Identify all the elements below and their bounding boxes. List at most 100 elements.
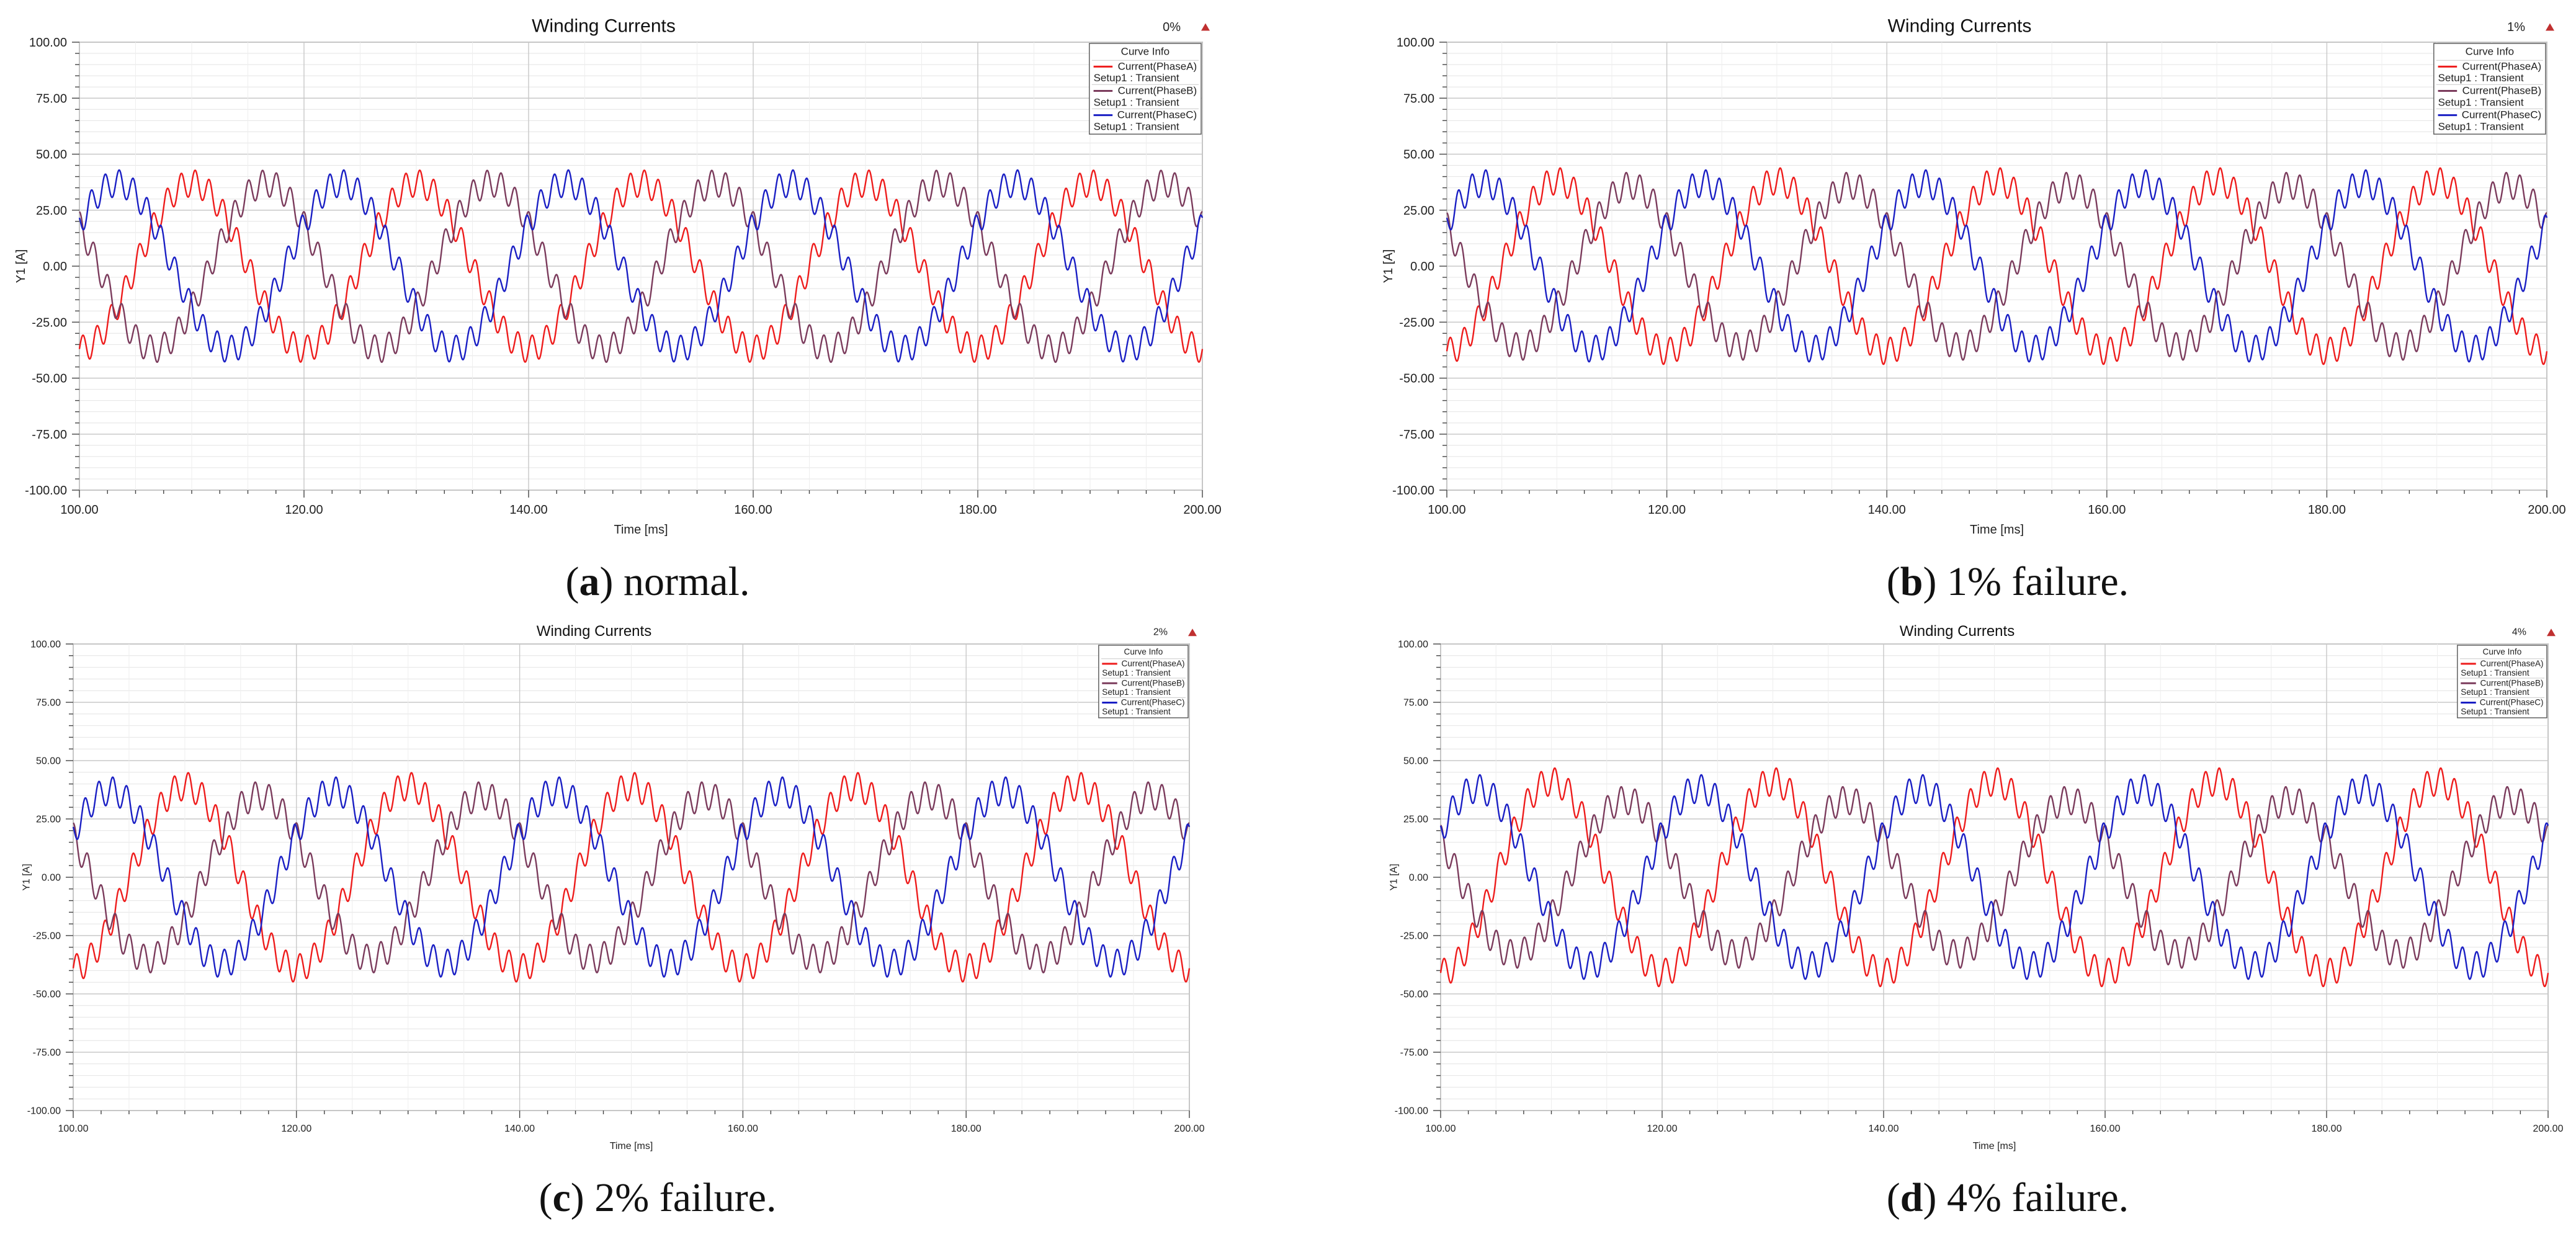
legend-series-name: Current(PhaseB)	[1122, 678, 1185, 687]
legend-series-name: Current(PhaseA)	[2462, 61, 2542, 73]
y-tick-label: -100.00	[25, 484, 67, 498]
y-tick-label: 100.00	[1397, 36, 1434, 50]
caption-b-text: ) 1% failure.	[1923, 559, 2129, 604]
y-tick-label: 75.00	[36, 92, 67, 105]
x-tick-label: 100.00	[58, 1124, 89, 1134]
legend-series-name: Current(PhaseC)	[2462, 109, 2542, 121]
legend-title: Curve Info	[2483, 647, 2522, 656]
y-tick-label: -25.00	[33, 931, 61, 942]
x-tick-label: 160.00	[2090, 1124, 2121, 1134]
legend-series-name: Current(PhaseC)	[2480, 698, 2544, 707]
legend: Curve Info Current(PhaseA)Setup1 : Transi…	[2457, 645, 2547, 718]
series-line-2	[73, 781, 1190, 973]
y-axis-label: Y1 [A]	[1389, 864, 1400, 891]
legend-series-name: Current(PhaseA)	[1122, 659, 1185, 668]
y-tick-label: 75.00	[1403, 698, 1428, 709]
x-tick-label: 200.00	[2528, 503, 2565, 517]
legend-series-setup: Setup1 : Transient	[1102, 687, 1171, 697]
y-tick-label: 0.00	[1409, 873, 1428, 883]
x-tick-label: 120.00	[285, 503, 323, 517]
y-tick-label: 50.00	[1403, 148, 1434, 162]
chart-b-svg: 100.00 75.00 50.00 25.00 0.00 -25.00 -50.00 -75…	[1382, 16, 2566, 537]
x-tick-label: 120.00	[281, 1124, 311, 1134]
y-axis-label: Y1 [A]	[1382, 249, 1395, 283]
y-tick-label: -50.00	[33, 990, 61, 1000]
chart-title: Winding Currents	[1900, 623, 2015, 640]
chart-panel-c: 100.00 75.00 50.00 25.00 0.00 -25.00 -50.00 -75…	[0, 617, 1288, 1157]
x-tick-label: 160.00	[728, 1124, 758, 1134]
legend-series-setup: Setup1 : Transient	[1094, 96, 1179, 108]
legend-series-setup: Setup1 : Transient	[2438, 72, 2524, 84]
corner-percent-label: 1%	[2507, 20, 2525, 34]
y-tick-label: -50.00	[1400, 990, 1428, 1000]
chart-panel-a: 100.00 75.00 50.00 25.00 0.00 -25.00 -50.00 -75…	[0, 0, 1288, 540]
x-tick-label: 140.00	[1868, 503, 1906, 517]
y-tick-label: 75.00	[36, 698, 61, 709]
x-tick-label: 100.00	[60, 503, 98, 517]
legend-series-name: Current(PhaseB)	[2480, 678, 2544, 687]
caption-a-letter: a	[579, 559, 600, 604]
y-tick-label: -25.00	[1399, 316, 1434, 329]
series-line-2	[1446, 172, 2547, 361]
x-tick-label: 120.00	[1647, 1124, 1678, 1134]
x-tick-label: 180.00	[959, 503, 996, 517]
series-line-1	[1446, 167, 2548, 365]
caption-d: (d) 4% failure.	[1822, 1174, 2194, 1222]
series-line-2	[79, 169, 1203, 363]
y-tick-label: 50.00	[36, 756, 61, 767]
legend-series-setup: Setup1 : Transient	[2438, 96, 2524, 108]
y-tick-label: -25.00	[32, 316, 67, 329]
legend-series-setup: Setup1 : Transient	[2438, 120, 2524, 132]
chart-a-svg: 100.00 75.00 50.00 25.00 0.00 -25.00 -50.00 -75…	[14, 16, 1222, 537]
x-axis-label: Time [ms]	[610, 1141, 653, 1151]
legend-series-name: Current(PhaseB)	[2462, 85, 2542, 97]
chart-d-svg: 100.00 75.00 50.00 25.00 0.00 -25.00 -50.00 -75…	[1389, 623, 2564, 1151]
chart-panel-b: 100.00 75.00 50.00 25.00 0.00 -25.00 -50.00 -75…	[1288, 0, 2576, 540]
x-tick-label: 180.00	[951, 1124, 982, 1134]
curves	[72, 772, 1191, 983]
caption-a: (a) normal.	[472, 558, 844, 606]
y-tick-label: 0.00	[43, 260, 67, 274]
y-tick-label: -75.00	[33, 1048, 61, 1058]
legend-box	[1089, 43, 1202, 135]
x-axis-label: Time [ms]	[1970, 523, 2024, 537]
legend-series-name: Current(PhaseA)	[2480, 659, 2544, 668]
y-tick-label: 50.00	[36, 148, 67, 162]
y-tick-label: -50.00	[1399, 372, 1434, 386]
y-tick-label: -25.00	[1400, 931, 1428, 942]
caption-a-open: (	[565, 559, 579, 604]
x-tick-label: 140.00	[509, 503, 547, 517]
y-tick-label: 25.00	[36, 815, 61, 825]
y-tick-label: 100.00	[1398, 640, 1428, 650]
y-tick-label: -50.00	[32, 372, 67, 386]
legend-series-setup: Setup1 : Transient	[1094, 72, 1179, 84]
x-tick-label: 200.00	[2533, 1124, 2564, 1134]
y-tick-label: 25.00	[1403, 204, 1434, 218]
caption-d-letter: d	[1900, 1175, 1923, 1220]
corner-percent-label: 4%	[2512, 627, 2526, 638]
y-tick-label: -75.00	[1400, 1048, 1428, 1058]
grid	[79, 42, 1203, 491]
curves	[1446, 167, 2548, 365]
caption-d-text: ) 4% failure.	[1923, 1175, 2129, 1220]
series-line-3	[1446, 169, 2548, 363]
y-tick-label: -100.00	[1392, 484, 1434, 498]
series-line-1	[72, 772, 1191, 983]
caption-d-open: (	[1886, 1175, 1900, 1220]
caption-a-text: ) normal.	[599, 559, 750, 604]
curves	[78, 169, 1204, 363]
series-line-2	[1440, 785, 2549, 969]
legend-title: Curve Info	[1124, 647, 1163, 656]
caption-c-open: (	[539, 1175, 553, 1220]
y-tick-label: -75.00	[1399, 428, 1434, 442]
caption-c-letter: c	[552, 1175, 571, 1220]
y-tick-label: 100.00	[29, 36, 67, 50]
legend-series-setup: Setup1 : Transient	[1102, 668, 1171, 677]
x-tick-label: 140.00	[504, 1124, 535, 1134]
y-tick-label: 50.00	[1403, 756, 1428, 767]
legend-series-setup: Setup1 : Transient	[2461, 668, 2529, 677]
corner-percent-label: 0%	[1163, 20, 1181, 34]
y-tick-label: -75.00	[32, 428, 67, 442]
